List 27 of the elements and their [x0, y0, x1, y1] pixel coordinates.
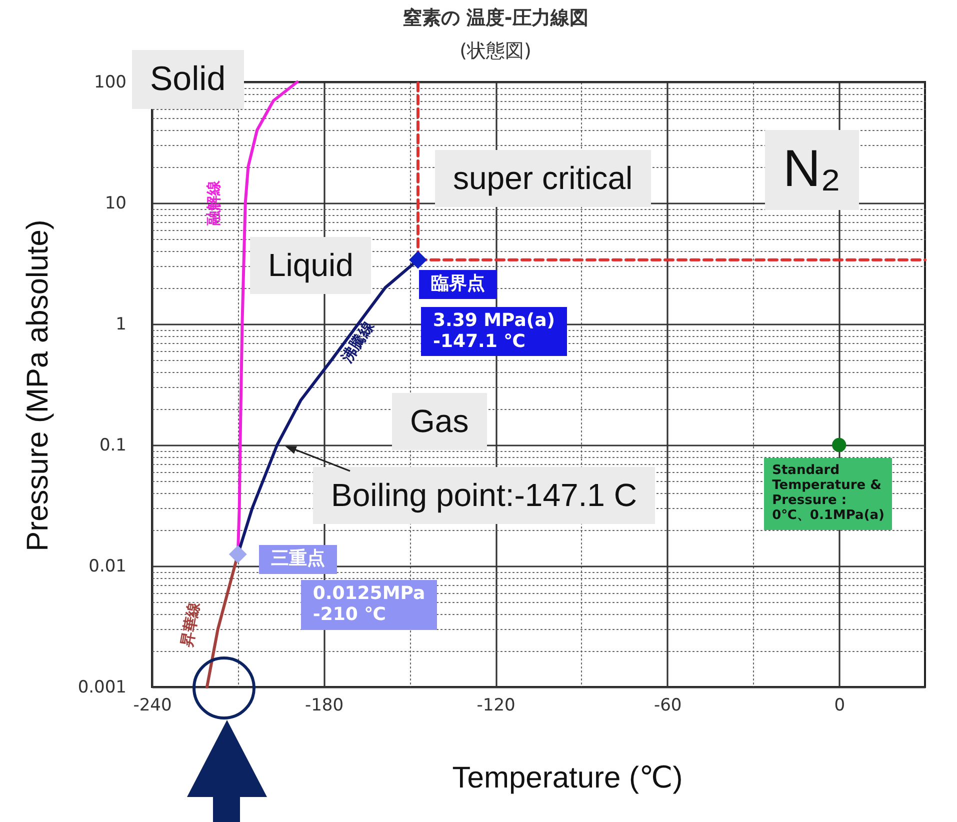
- annotation: 臨界点 3.39 MPa(a) -147.1 ℃: [430, 272, 556, 354]
- annotation: Solid: [132, 50, 244, 110]
- text: 昇華線: [177, 600, 204, 650]
- text: 融解線: [204, 180, 222, 226]
- annotation: Liquid: [250, 237, 372, 294]
- y-tick-label: 0.01: [88, 556, 126, 576]
- chart-title: 窒素の 温度-圧力線図: [402, 7, 588, 29]
- y-axis-title: Pressure (MPa absolute): [22, 220, 54, 552]
- x-tick-label: 0: [834, 696, 846, 716]
- x-tick-label: -180: [304, 696, 344, 716]
- annotation: 三重点 0.0125MPa -210 ℃: [270, 547, 426, 627]
- annotation: Gas: [392, 393, 487, 450]
- y-tick-label: 100: [94, 72, 126, 92]
- x-tick-label: -60: [654, 696, 682, 716]
- y-tick-label: 0.001: [78, 678, 126, 698]
- x-axis-title: Temperature (℃): [452, 762, 683, 794]
- annotation: Standard Temperature & Pressure : 0℃、0.1MPa(a): [764, 458, 892, 530]
- text: 沸騰線: [337, 317, 378, 366]
- y-tick-label: 1: [116, 314, 126, 334]
- annotation: N₂: [765, 130, 859, 210]
- y-tick-label: 10: [104, 194, 126, 214]
- x-tick-label: -240: [133, 696, 172, 716]
- annotation: Boiling point:-147.1 C: [313, 467, 655, 524]
- x-tick-label: -120: [476, 696, 516, 716]
- annotation: super critical: [435, 150, 651, 207]
- chart-subtitle: (状態図): [460, 40, 532, 62]
- y-tick-label: 0.1: [99, 436, 126, 456]
